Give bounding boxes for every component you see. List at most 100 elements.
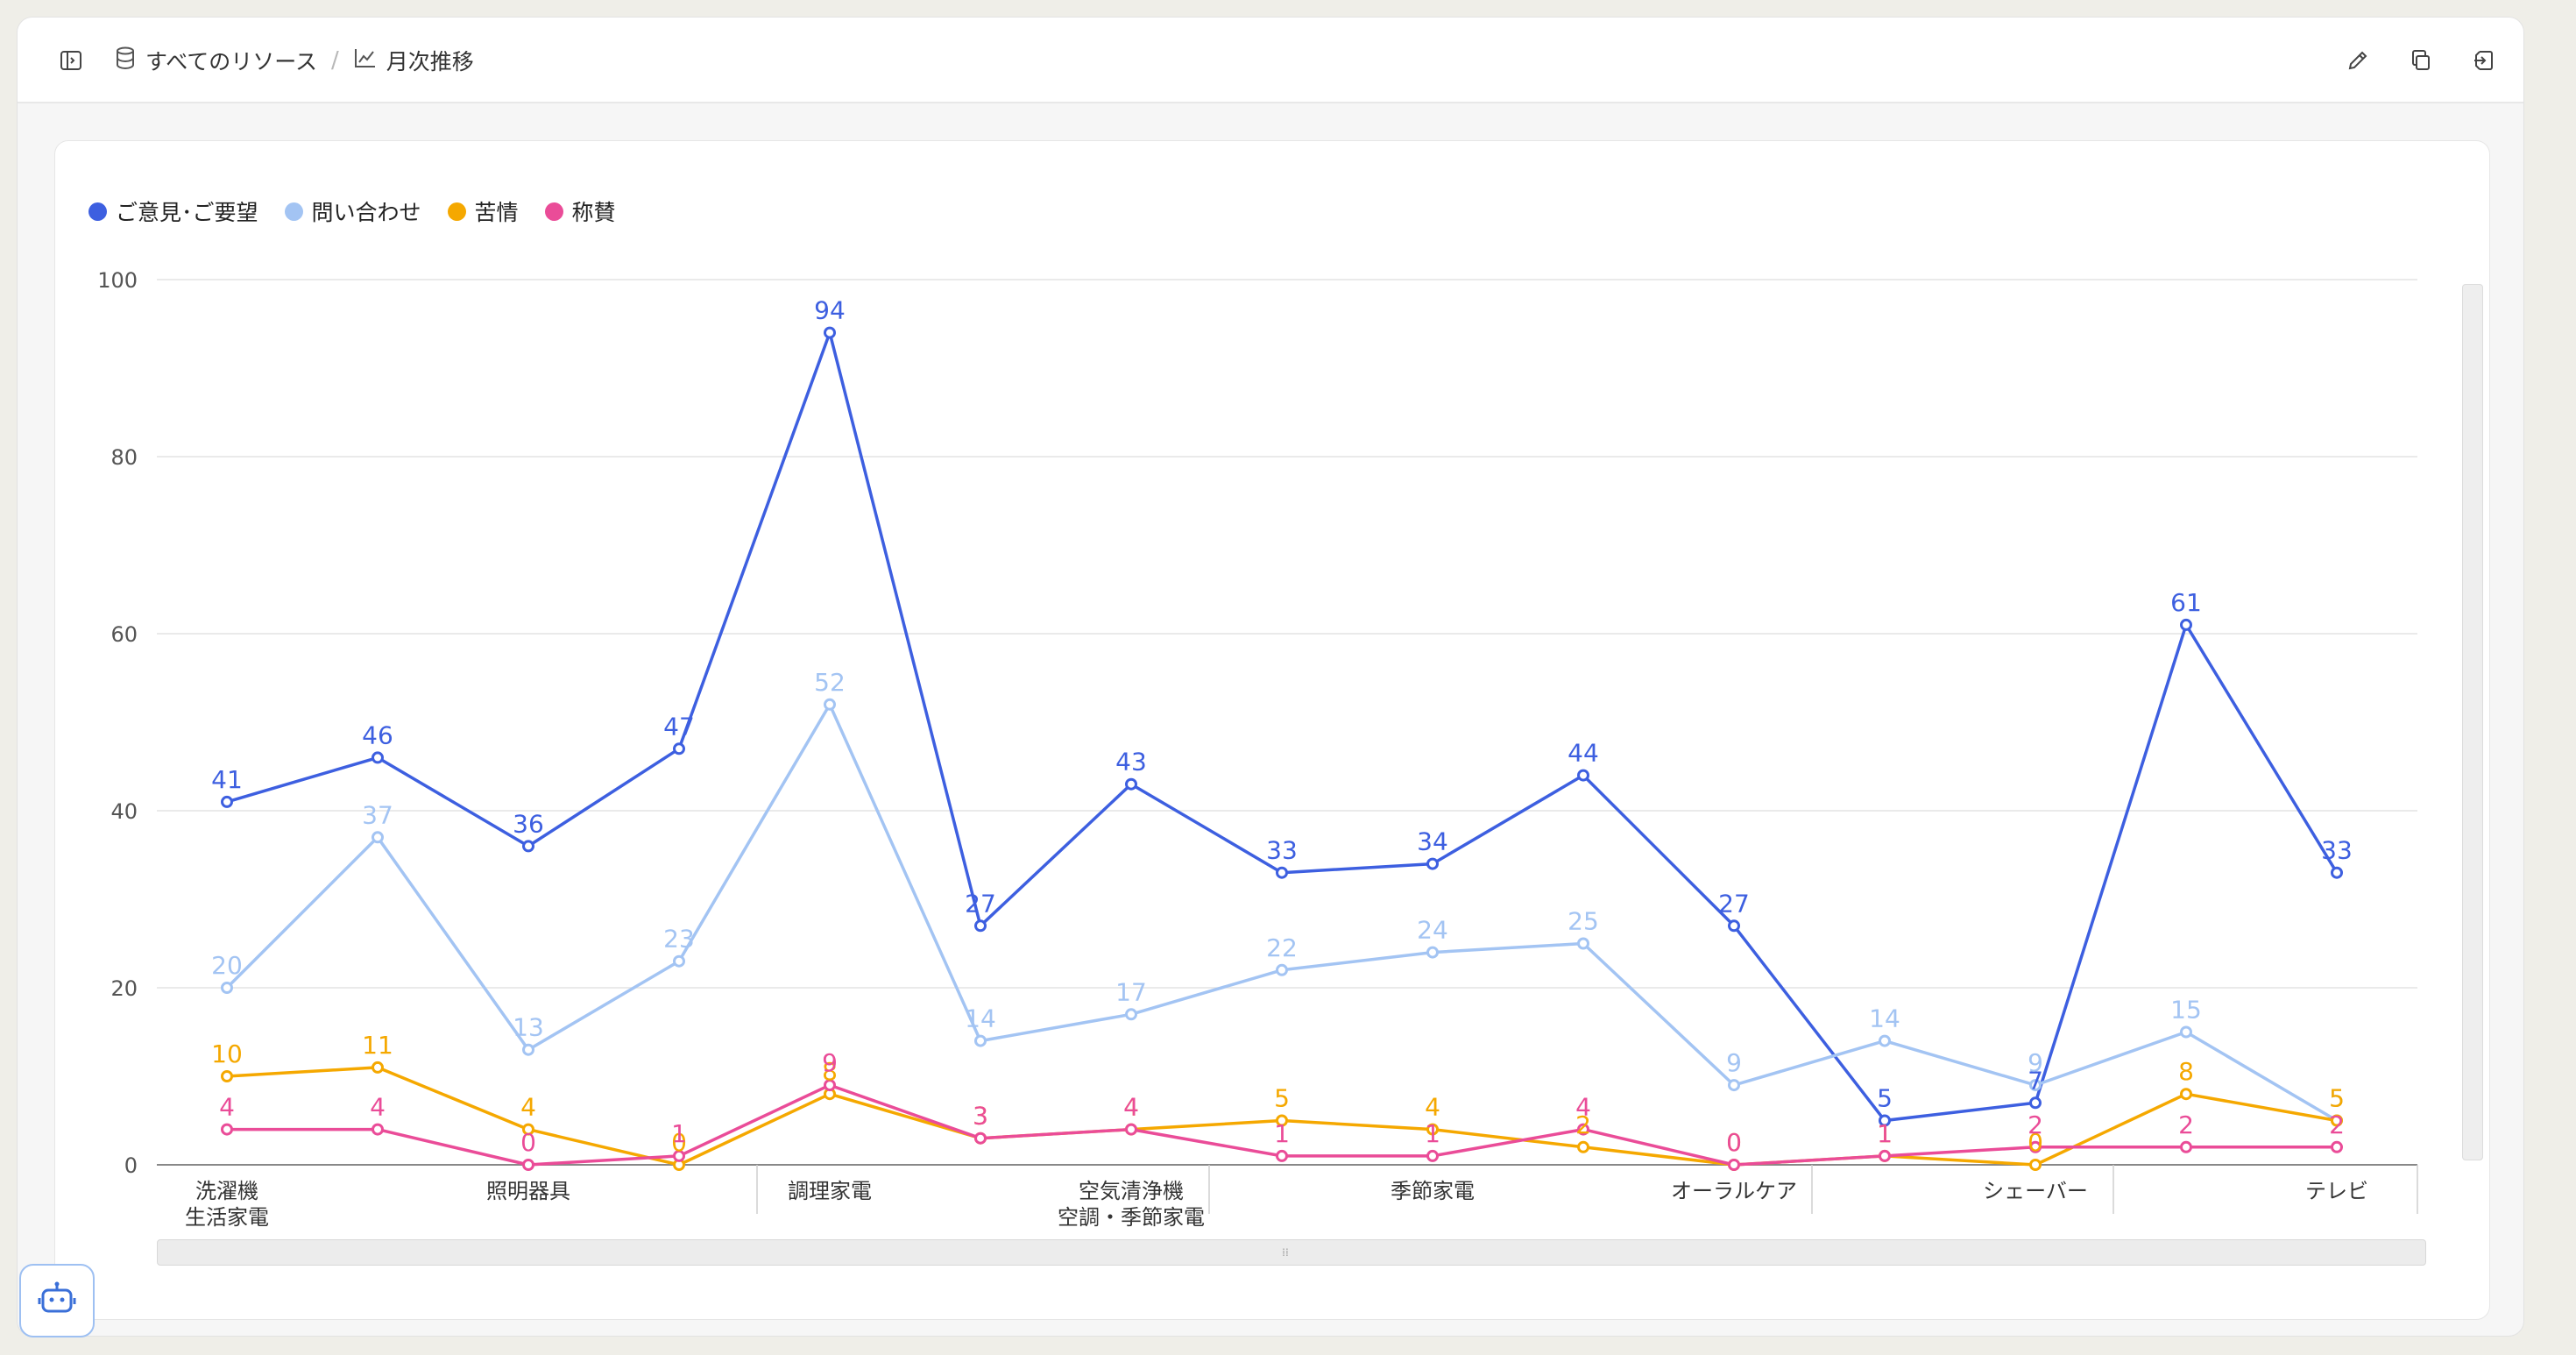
x-tick-label-0: 洗濯機 — [195, 1179, 258, 1203]
data-label-s3-11: 0 — [1726, 1128, 1742, 1157]
x-tick-label-6: シェーバー — [1983, 1179, 2088, 1203]
data-label-s3-7: 4 — [1123, 1093, 1139, 1122]
data-label-s4-9: 1 — [1425, 1119, 1440, 1148]
data-point-s2-4 — [673, 954, 685, 968]
x-tick-label-2: 調理家電 — [788, 1179, 872, 1203]
data-point-s1-5 — [824, 326, 836, 339]
data-label-s4-2: 4 — [370, 1093, 386, 1122]
data-point-s3-3 — [522, 1123, 534, 1136]
data-label-s1-13: 7 — [2028, 1066, 2043, 1095]
data-label-s2-14: 15 — [2170, 996, 2202, 1025]
breadcrumb-root[interactable]: すべてのリソース — [114, 45, 317, 76]
y-tick-label-0: 0 — [124, 1153, 138, 1178]
data-label-s3-1: 10 — [211, 1039, 243, 1068]
data-label-s1-3: 36 — [513, 809, 544, 838]
data-label-s3-5: 8 — [822, 1057, 838, 1086]
data-point-s3-8 — [1276, 1114, 1288, 1127]
horizontal-zoom-slider[interactable]: ⁞⁞ — [157, 1239, 2426, 1266]
data-label-s1-5: 94 — [814, 296, 846, 325]
data-point-s4-12 — [1879, 1149, 1891, 1162]
data-point-s1-14 — [2180, 618, 2192, 631]
data-label-s3-4: 0 — [671, 1128, 687, 1157]
chart-card: ご意見･ご要望 問い合わせ 苦情 称賛 0 20 40 60 80 100 洗濯機 照明器具調… — [54, 140, 2490, 1320]
data-label-s4-8: 1 — [1274, 1119, 1290, 1148]
data-label-s3-12: 1 — [1877, 1119, 1893, 1148]
y-tick-label-1: 20 — [110, 976, 138, 1001]
legend-item-3[interactable]: 苦情 — [447, 195, 519, 227]
data-point-s4-15 — [2331, 1140, 2343, 1153]
data-point-s2-11 — [1728, 1079, 1740, 1092]
slider-grip-icon[interactable]: ⁞⁞ — [1282, 1246, 1289, 1259]
data-label-s3-13: 0 — [2028, 1128, 2043, 1157]
data-point-s4-10 — [1577, 1123, 1589, 1136]
data-point-s4-2 — [372, 1123, 384, 1136]
data-label-s2-2: 37 — [362, 800, 393, 829]
data-point-s4-6 — [974, 1132, 987, 1145]
series-line-2 — [225, 703, 2338, 1123]
data-point-s2-12 — [1879, 1034, 1891, 1047]
data-label-s1-12: 5 — [1877, 1084, 1893, 1113]
data-label-s1-8: 33 — [1266, 836, 1298, 865]
y-tick-label-3: 60 — [110, 622, 138, 647]
data-point-s1-7 — [1125, 777, 1137, 791]
series-line-1 — [226, 330, 2339, 1123]
y-tick-label-2: 40 — [110, 799, 138, 824]
data-point-s3-10 — [1577, 1140, 1589, 1153]
legend-item-1[interactable]: ご意見･ご要望 — [88, 195, 258, 227]
data-label-s3-9: 4 — [1425, 1093, 1440, 1122]
data-point-s4-4 — [673, 1149, 685, 1162]
legend-dot-4 — [544, 202, 563, 221]
y-tick-label-4: 80 — [110, 445, 138, 470]
data-label-s1-11: 27 — [1718, 889, 1750, 918]
legend-item-4[interactable]: 称賛 — [544, 195, 616, 227]
data-point-s3-1 — [221, 1070, 233, 1082]
data-label-s2-13: 9 — [2028, 1048, 2043, 1077]
data-point-s4-13 — [2029, 1140, 2042, 1153]
x-tick-label-1: 照明器具 — [486, 1179, 570, 1203]
data-point-s4-5 — [824, 1079, 836, 1092]
sidebar-toggle-icon[interactable] — [56, 46, 86, 75]
legend-item-2[interactable]: 問い合わせ — [284, 195, 421, 227]
data-point-s2-9 — [1426, 946, 1439, 959]
breadcrumb-current: 月次推移 — [353, 45, 474, 76]
pencil-icon[interactable] — [2341, 44, 2374, 77]
data-label-s4-11: 0 — [1726, 1128, 1742, 1157]
data-label-s1-10: 44 — [1568, 739, 1599, 768]
data-point-s4-3 — [522, 1159, 534, 1171]
data-point-s4-11 — [1728, 1159, 1740, 1171]
data-point-s2-1 — [221, 982, 233, 994]
data-point-s2-2 — [372, 831, 384, 844]
data-point-s2-8 — [1276, 963, 1288, 976]
data-label-s2-1: 20 — [211, 951, 243, 980]
x-tick-label-7: テレビ — [2305, 1179, 2368, 1203]
breadcrumb: すべてのリソース / 月次推移 — [56, 44, 474, 77]
data-point-s2-6 — [974, 1034, 987, 1047]
data-point-s1-6 — [974, 919, 987, 933]
data-label-s4-5: 9 — [822, 1048, 838, 1077]
data-label-s1-2: 46 — [362, 720, 393, 749]
assistant-button[interactable] — [19, 1264, 95, 1337]
data-label-s2-11: 9 — [1726, 1048, 1742, 1077]
data-label-s4-10: 4 — [1575, 1093, 1591, 1122]
breadcrumb-root-label: すべてのリソース — [145, 49, 318, 74]
data-label-s4-14: 2 — [2178, 1110, 2194, 1139]
data-point-s2-3 — [522, 1043, 534, 1056]
x-tick-label-3: 空気清浄機 — [1079, 1179, 1184, 1203]
data-label-s3-6: 3 — [973, 1102, 988, 1131]
data-label-s2-15: 5 — [2329, 1084, 2345, 1113]
data-point-s1-1 — [221, 795, 233, 808]
data-label-s4-13: 2 — [2028, 1110, 2043, 1139]
data-label-s2-10: 25 — [1568, 907, 1599, 936]
vertical-zoom-slider[interactable] — [2462, 284, 2483, 1160]
export-icon[interactable] — [2467, 44, 2501, 77]
data-label-s2-9: 24 — [1417, 916, 1448, 945]
data-point-s3-13 — [2029, 1159, 2042, 1171]
toolbar-actions — [2341, 44, 2501, 77]
database-icon — [114, 46, 137, 75]
copy-icon[interactable] — [2404, 44, 2438, 77]
data-label-s4-4: 1 — [671, 1119, 687, 1148]
data-point-s1-2 — [372, 751, 384, 764]
data-point-s3-2 — [372, 1061, 384, 1074]
data-label-s1-14: 61 — [2170, 588, 2202, 617]
